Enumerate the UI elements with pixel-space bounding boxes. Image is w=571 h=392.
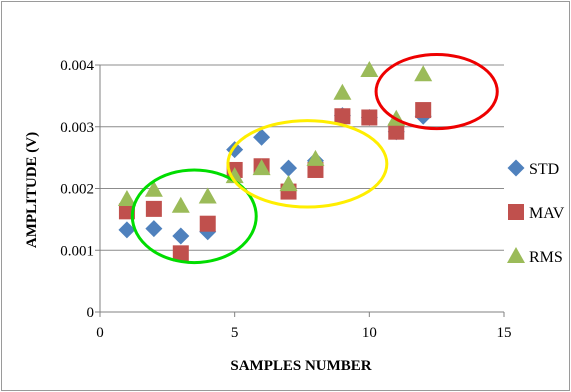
data-point-std: [145, 220, 163, 238]
highlight-ellipse: [374, 53, 499, 131]
highlight-ellipse: [130, 168, 258, 265]
highlight-ellipse: [226, 119, 389, 209]
y-tick-label: 0.002: [60, 182, 94, 198]
data-point-std: [118, 221, 136, 239]
legend-marker-mav: [508, 204, 524, 220]
legend-label-mav: MAV: [529, 205, 565, 222]
data-point-std: [280, 159, 298, 177]
legend-label-rms: RMS: [529, 249, 563, 266]
data-point-rms: [414, 65, 433, 82]
y-tick-label: 0: [87, 305, 95, 321]
axes: 0 0.001 0.002 0.003 0.004 0 5 10 15: [60, 58, 511, 341]
data-point-rms: [171, 196, 190, 213]
data-point-mav: [172, 245, 189, 262]
data-point-rms: [252, 159, 271, 176]
data-point-mav: [361, 109, 378, 126]
x-tick-label: 15: [497, 325, 512, 341]
y-tick-label: 0.004: [60, 58, 94, 74]
legend-label-std: STD: [529, 161, 559, 178]
legend-marker-rms: [507, 247, 525, 263]
data-point-rms: [117, 189, 136, 206]
x-tick-label: 10: [362, 325, 377, 341]
data-point-rms: [279, 175, 298, 192]
data-point-std: [253, 128, 271, 146]
data-point-std: [172, 227, 190, 245]
gridlines: [100, 64, 504, 251]
data-point-mav: [145, 200, 162, 217]
data-point-rms: [144, 180, 163, 197]
highlight-ellipses: [130, 53, 499, 265]
data-point-mav: [199, 215, 216, 232]
data-point-rms: [333, 83, 352, 100]
data-series: [117, 60, 433, 262]
data-point-mav: [415, 102, 432, 119]
y-axis-title: AMPLITUDE (V): [24, 132, 40, 248]
data-point-rms: [360, 60, 379, 77]
legend: STD MAV RMS: [507, 159, 565, 266]
x-tick-label: 5: [231, 325, 239, 341]
y-tick-label: 0.003: [60, 120, 94, 136]
data-point-mav: [334, 108, 351, 125]
x-tick-label: 0: [96, 325, 104, 341]
series-rms: [117, 60, 433, 213]
data-point-mav: [388, 123, 405, 140]
data-point-rms: [306, 149, 325, 166]
data-point-rms: [198, 187, 217, 204]
x-axis-title: SAMPLES NUMBER: [230, 358, 371, 374]
data-point-mav: [307, 161, 324, 178]
legend-marker-std: [507, 159, 525, 177]
y-tick-label: 0.001: [60, 243, 94, 259]
